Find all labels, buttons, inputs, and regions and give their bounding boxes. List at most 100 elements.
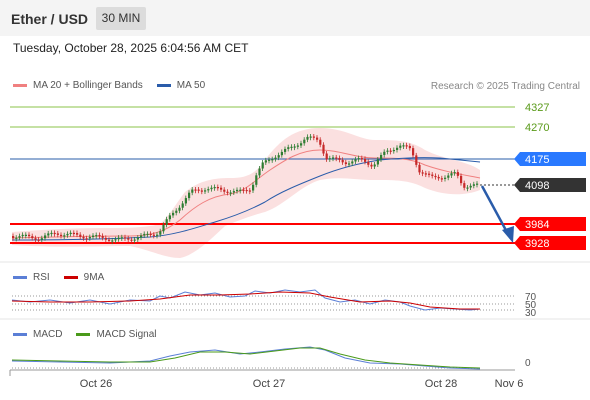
candle-body	[399, 145, 402, 148]
candle-body	[367, 161, 370, 165]
candle-body	[351, 161, 354, 164]
candle-body	[178, 207, 181, 211]
candle-body	[280, 151, 283, 156]
candle-body	[360, 158, 363, 160]
candle-body	[229, 192, 232, 194]
candle-body	[188, 192, 191, 199]
candle-body	[271, 159, 274, 161]
candle-body	[18, 236, 21, 238]
candle-body	[31, 236, 34, 239]
candle-body	[421, 172, 424, 174]
candle-body	[386, 150, 389, 152]
candle-body	[79, 234, 82, 237]
instrument-title: Ether / USD	[11, 11, 89, 27]
candle-body	[322, 144, 325, 154]
candle-body	[15, 237, 18, 239]
candle-body	[146, 233, 149, 236]
candle-body	[232, 191, 235, 193]
candle-body	[392, 149, 395, 152]
level-label-4270: 4270	[525, 122, 549, 134]
candle-body	[376, 159, 379, 165]
candle-body	[261, 162, 264, 169]
candle-body	[412, 148, 415, 156]
candle-body	[389, 150, 392, 152]
candle-body	[239, 189, 242, 191]
candle-body	[140, 235, 143, 238]
candle-body	[344, 162, 347, 165]
level-tag-4098: 4098	[514, 178, 586, 192]
candle-body	[101, 235, 104, 238]
candle-body	[370, 164, 373, 167]
candle-body	[50, 232, 53, 235]
candle-body	[111, 240, 114, 242]
x-label-oct27: Oct 27	[253, 378, 285, 390]
ma20-legend-label: MA 20 + Bollinger Bands	[33, 80, 143, 91]
candle-body	[207, 189, 210, 191]
level-tag-4175: 4175	[514, 152, 586, 166]
candle-body	[165, 219, 168, 225]
ma20-line	[11, 149, 481, 239]
candle-body	[226, 191, 229, 193]
candle-body	[72, 232, 75, 235]
candle-body	[325, 153, 328, 160]
x-label-nov6: Nov 6	[495, 378, 524, 390]
candle-body	[184, 198, 187, 204]
candle-body	[252, 184, 255, 191]
rsi-tick-70: 70	[525, 292, 537, 303]
candle-body	[338, 157, 341, 160]
candle-body	[133, 239, 136, 241]
candle-body	[120, 237, 123, 239]
rsi-swatch	[13, 276, 27, 279]
candle-body	[383, 151, 386, 155]
interval-button[interactable]: 30 MIN	[96, 7, 146, 30]
x-label-oct26: Oct 26	[80, 378, 112, 390]
candle-body	[373, 164, 376, 167]
macd-signal-line	[11, 347, 481, 369]
rsi-legend: RSI 9MA	[13, 272, 118, 283]
candle-body	[415, 155, 418, 165]
candle-body	[316, 137, 319, 140]
candle-body	[204, 190, 207, 192]
datetime-label: Tuesday, October 28, 2025 6:04:56 AM CET	[13, 41, 249, 55]
candle-body	[56, 233, 59, 235]
candle-body	[220, 187, 223, 190]
candle-body	[200, 190, 203, 192]
candle-body	[364, 158, 367, 162]
candle-body	[66, 233, 69, 236]
candle-body	[258, 168, 261, 176]
level-tag-3984: 3984	[514, 217, 586, 231]
candle-body	[95, 235, 98, 237]
candle-body	[264, 160, 267, 163]
candle-body	[28, 234, 31, 237]
level-label-3984: 3984	[525, 219, 549, 231]
candle-body	[159, 231, 162, 235]
macd-swatch	[13, 333, 27, 336]
candle-body	[98, 235, 101, 237]
macd-signal-swatch	[76, 333, 91, 336]
candle-body	[332, 157, 335, 159]
price-legend: MA 20 + Bollinger Bands MA 50	[13, 80, 219, 91]
candle-body	[108, 239, 111, 241]
ma50-line	[11, 157, 481, 241]
candle-body	[418, 164, 421, 173]
candle-body	[130, 239, 133, 241]
candle-body	[127, 238, 130, 240]
candle-body	[431, 174, 434, 176]
candle-body	[402, 145, 405, 147]
candle-body	[450, 173, 453, 176]
candle-body	[274, 157, 277, 160]
candle-body	[348, 163, 351, 165]
candle-body	[380, 154, 383, 160]
macd-legend: MACD MACD Signal	[13, 329, 170, 340]
candle-body	[440, 178, 443, 180]
top-bar: Ether / USD 30 MIN	[0, 0, 590, 36]
candle-body	[312, 136, 315, 138]
candle-body	[405, 145, 408, 147]
research-credit: Research © 2025 Trading Central	[430, 81, 580, 92]
candle-body	[463, 183, 466, 188]
candle-body	[197, 189, 200, 191]
rsi-tick-50: 50	[525, 300, 537, 311]
candle-body	[319, 139, 322, 145]
candle-body	[248, 190, 251, 192]
